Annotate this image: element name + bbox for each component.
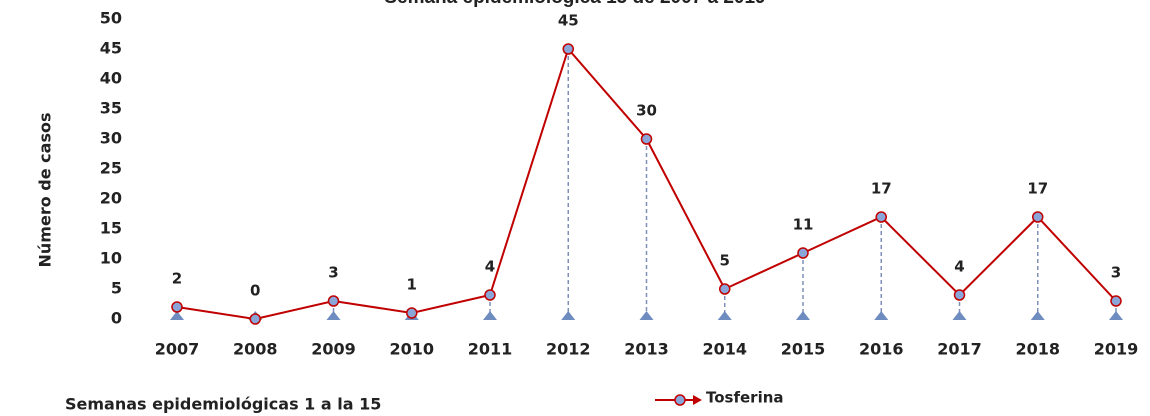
data-label: 11 <box>793 216 814 234</box>
base-marker <box>561 311 576 320</box>
y-tick-label: 45 <box>100 39 122 58</box>
y-tick-label: 5 <box>111 279 122 298</box>
data-label: 17 <box>1027 180 1048 198</box>
x-tick-label: 2013 <box>624 340 669 359</box>
base-marker <box>1030 311 1045 320</box>
x-tick-label: 2008 <box>233 340 278 359</box>
y-tick-label: 50 <box>100 9 122 28</box>
base-marker <box>326 311 341 320</box>
base-marker <box>796 311 810 320</box>
legend-marker <box>674 394 686 406</box>
point <box>327 295 340 307</box>
x-tick-label: 2009 <box>311 340 356 359</box>
x-tick-label: 2019 <box>1094 340 1139 359</box>
point <box>406 307 418 319</box>
point <box>719 283 731 295</box>
legend-arrow <box>693 395 702 405</box>
data-label: 2 <box>172 270 182 288</box>
x-tick-label: 2014 <box>702 340 747 359</box>
point <box>249 313 261 325</box>
x-tick-label: 2018 <box>1015 340 1060 359</box>
x-tick-label: 2011 <box>468 340 513 359</box>
y-tick-label: 35 <box>100 99 122 118</box>
data-label: 4 <box>954 258 964 276</box>
data-label: 30 <box>636 102 657 120</box>
point <box>562 43 574 55</box>
legend-label: Tosferina <box>706 389 784 407</box>
y-tick-label: 30 <box>100 129 122 148</box>
point <box>640 133 653 145</box>
x-tick-label: 2012 <box>546 340 591 359</box>
point <box>953 289 966 301</box>
data-label: 0 <box>250 282 260 300</box>
point <box>171 301 183 313</box>
base-marker <box>1109 311 1123 320</box>
data-label: 3 <box>328 264 338 282</box>
base-marker <box>639 311 654 320</box>
data-label: 3 <box>1111 264 1121 282</box>
base-marker <box>170 311 184 320</box>
y-axis-label: Número de casos <box>36 113 55 268</box>
data-label: 1 <box>407 276 417 294</box>
data-label: 17 <box>871 180 892 198</box>
point <box>1110 295 1122 307</box>
y-tick-label: 40 <box>100 69 122 88</box>
data-label: 4 <box>485 258 495 276</box>
data-label: 45 <box>558 12 579 30</box>
y-tick-label: 20 <box>100 189 122 208</box>
y-tick-label: 10 <box>100 249 122 268</box>
base-marker <box>717 311 732 320</box>
y-tick-label: 25 <box>100 159 122 178</box>
footnote: Semanas epidemiológicas 1 a la 15 <box>65 395 381 414</box>
point <box>797 247 809 259</box>
base-marker <box>483 311 497 320</box>
data-label: 5 <box>720 252 730 270</box>
x-tick-label: 2017 <box>937 340 982 359</box>
y-tick-label: 15 <box>100 219 122 238</box>
point <box>875 211 887 223</box>
x-tick-label: 2007 <box>155 340 200 359</box>
chart-title: Semana epidemiológica 15 de 2007 a 2019 <box>384 0 765 8</box>
point <box>484 289 496 301</box>
x-tick-label: 2015 <box>781 340 826 359</box>
base-marker <box>874 311 889 320</box>
y-tick-label: 0 <box>111 309 122 328</box>
x-tick-label: 2010 <box>389 340 434 359</box>
point <box>1032 211 1044 223</box>
x-tick-label: 2016 <box>859 340 904 359</box>
base-marker <box>952 311 967 320</box>
